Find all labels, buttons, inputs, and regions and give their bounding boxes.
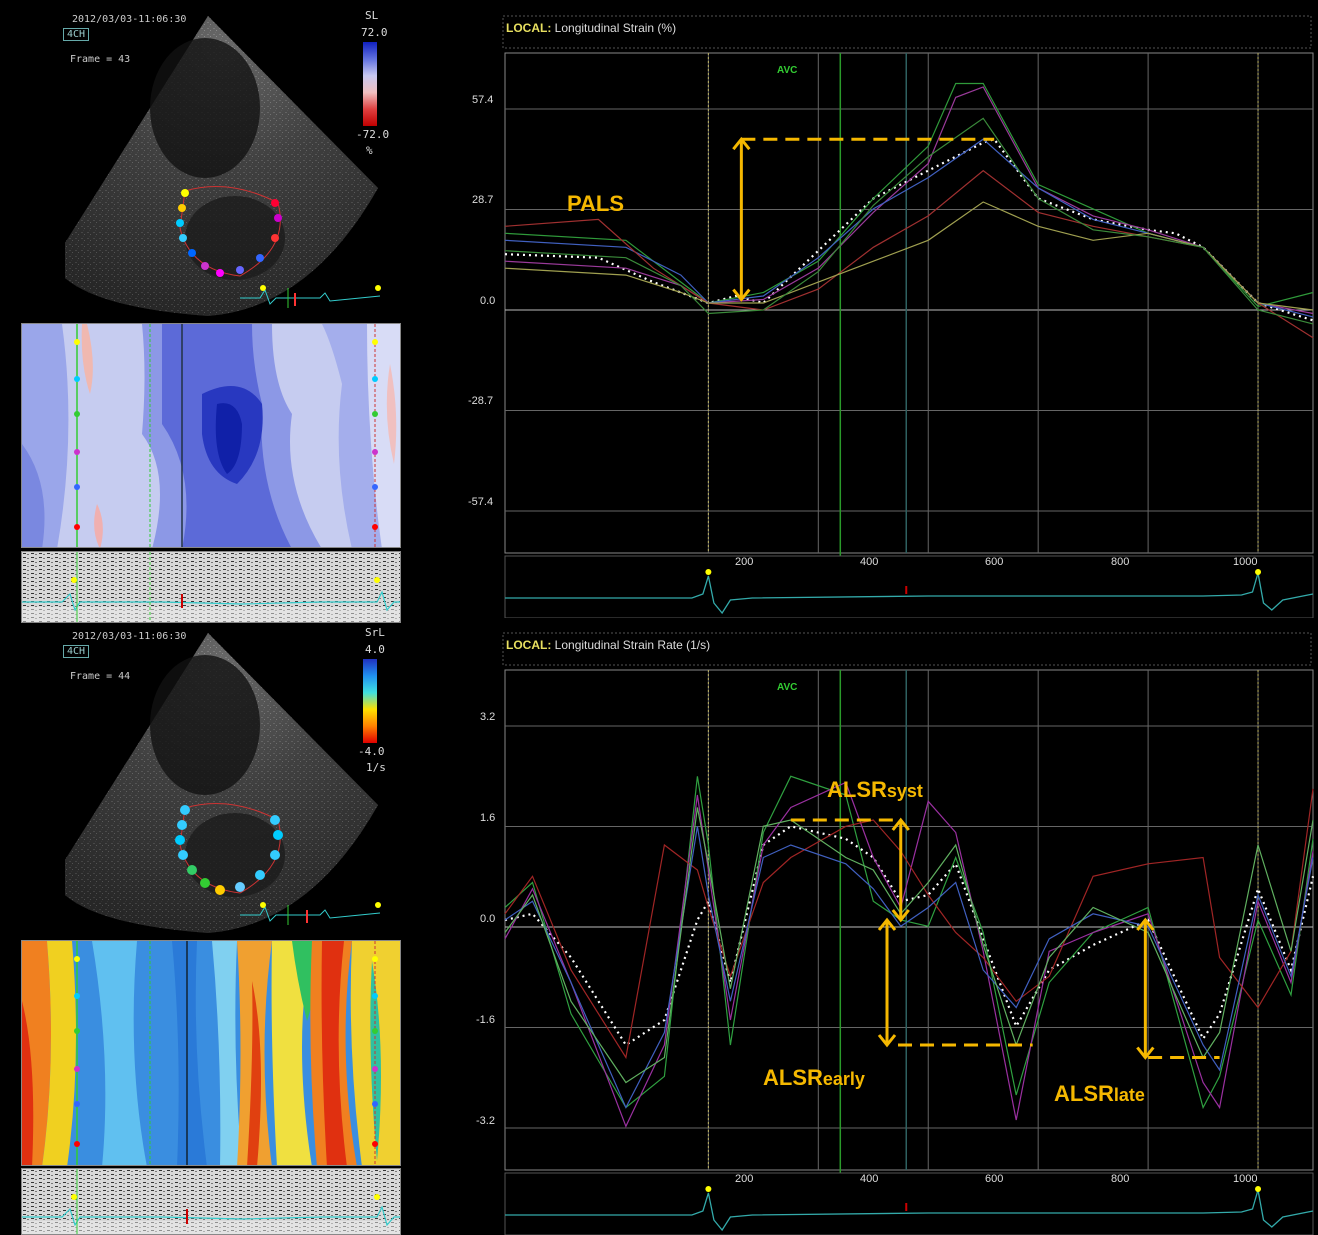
strain-ecg-frame bbox=[504, 555, 1314, 618]
strain-ecg-x-tick: 600 bbox=[985, 556, 1004, 568]
strain-rate-y-tick: 1.6 bbox=[480, 812, 496, 824]
strain-rate-header-frame bbox=[502, 632, 1312, 666]
strain-plot-frame bbox=[504, 52, 1314, 554]
top-colorbar-label: SL bbox=[365, 9, 379, 22]
strain-rate-chart bbox=[440, 625, 1318, 1235]
bottom-timestamp: 2012/03/03-11:06:30 bbox=[72, 631, 187, 642]
alsr-syst-arrow-head-a bbox=[891, 817, 910, 831]
strain-rate-ecg-x-tick: 1000 bbox=[1233, 1173, 1258, 1185]
strain-y-tick: 0.0 bbox=[480, 295, 496, 307]
top-echo-view: 2012/03/03-11:06:30 4CH Frame = 43 SL 72… bbox=[20, 8, 400, 318]
strain-series-line-5 bbox=[504, 201, 1314, 311]
strain-rate-ecg-x-tick: 600 bbox=[985, 1173, 1004, 1185]
alsr-early-label: ALSRearly bbox=[763, 1065, 865, 1090]
strain-ecg-x-tick: 200 bbox=[735, 556, 754, 568]
strain-rate-local-label: LOCAL: bbox=[506, 638, 552, 652]
strain-rate-graph-panel: LOCAL: Longitudinal Strain Rate (1/s) AV… bbox=[440, 625, 1318, 1235]
bottom-gray-mmode bbox=[21, 1168, 401, 1235]
top-tracking-dots bbox=[176, 189, 282, 277]
top-curved-mmode bbox=[21, 323, 401, 548]
top-view-badge: 4CH bbox=[63, 28, 90, 41]
strain-rate-series-line-4 bbox=[504, 826, 1314, 1109]
strain-avc-label: AVC bbox=[777, 65, 798, 76]
bottom-colorbar-unit: 1/s bbox=[366, 761, 386, 774]
bottom-colorbar-max: 4.0 bbox=[365, 643, 385, 656]
top-frame-counter: Frame = 43 bbox=[70, 54, 131, 65]
alsr-syst-label: ALSRsyst bbox=[827, 777, 923, 802]
strain-ecg-marker-start bbox=[705, 569, 712, 575]
strain-rate-ecg-x-tick: 200 bbox=[735, 1173, 754, 1185]
strain-ecg-trace bbox=[505, 572, 1314, 615]
strain-y-tick: 57.4 bbox=[472, 94, 494, 106]
strain-header-frame bbox=[502, 15, 1312, 49]
strain-rate-ecg-frame bbox=[504, 1172, 1314, 1235]
pals-arrow-head-a bbox=[732, 136, 751, 151]
bottom-echo-view: 2012/03/03-11:06:30 4CH Frame = 44 SrL 4… bbox=[20, 625, 400, 935]
top-colorbar-max: 72.0 bbox=[361, 26, 388, 39]
strain-graph-title: Longitudinal Strain (%) bbox=[554, 21, 677, 35]
strain-rate-graph-title: Longitudinal Strain Rate (1/s) bbox=[554, 638, 711, 652]
strain-rate-y-tick: 0.0 bbox=[480, 913, 496, 925]
strain-ecg-x-tick: 1000 bbox=[1233, 556, 1258, 568]
strain-ecg-marker-end bbox=[1255, 569, 1262, 575]
top-timestamp: 2012/03/03-11:06:30 bbox=[72, 14, 187, 25]
strain-rate-ecg-trace bbox=[505, 1189, 1314, 1232]
strain-rate-ecg-marker-end bbox=[1255, 1186, 1262, 1192]
strain-chart bbox=[440, 8, 1318, 618]
bottom-frame-counter: Frame = 44 bbox=[70, 671, 131, 682]
strain-local-label: LOCAL: bbox=[506, 21, 552, 35]
strain-rate-y-tick: -1.6 bbox=[476, 1014, 495, 1026]
bottom-curved-mmode bbox=[21, 940, 401, 1166]
strain-rate-y-tick: 3.2 bbox=[480, 711, 496, 723]
strain-graph-panel: LOCAL: Longitudinal Strain (%) AVC 57.4 … bbox=[440, 8, 1318, 618]
strain-rate-ecg-x-tick: 800 bbox=[1111, 1173, 1130, 1185]
strain-rate-background bbox=[440, 625, 1318, 1235]
strain-background bbox=[440, 8, 1318, 618]
strain-y-tick: 28.7 bbox=[472, 194, 494, 206]
top-gray-mmode bbox=[21, 551, 401, 623]
bottom-sector-image bbox=[65, 633, 381, 933]
strain-rate-y-tick: -3.2 bbox=[476, 1115, 495, 1127]
bottom-colorbar-label: SrL bbox=[365, 626, 385, 639]
bottom-tracking-dots bbox=[175, 805, 283, 895]
alsr-late-label: ALSRlate bbox=[1054, 1081, 1145, 1106]
strain-series-line-6 bbox=[504, 117, 1314, 325]
strain-ecg-x-tick: 400 bbox=[860, 556, 879, 568]
pals-arrow-head-b bbox=[732, 288, 751, 302]
bottom-colorbar-min: -4.0 bbox=[358, 745, 385, 758]
top-sector-image bbox=[65, 16, 381, 316]
strain-rate-graph-title-row: LOCAL: Longitudinal Strain Rate (1/s) bbox=[506, 638, 710, 652]
top-colorbar-unit: % bbox=[366, 144, 373, 157]
strain-graph-title-row: LOCAL: Longitudinal Strain (%) bbox=[506, 21, 676, 35]
bottom-view-badge: 4CH bbox=[63, 645, 90, 658]
pals-label: PALS bbox=[567, 191, 625, 216]
alsr-early-arrow-head-b bbox=[877, 1034, 897, 1048]
strain-y-tick: -28.7 bbox=[468, 395, 494, 407]
strain-rate-avc-label: AVC bbox=[777, 682, 798, 693]
alsr-early-arrow-head-a bbox=[877, 917, 897, 931]
strain-y-tick: -57.4 bbox=[468, 496, 494, 508]
alsr-late-arrow-head-a bbox=[1136, 917, 1155, 931]
top-colorbar bbox=[363, 42, 377, 126]
alsr-syst-arrow-head-b bbox=[891, 909, 910, 923]
strain-ecg-x-tick: 800 bbox=[1111, 556, 1130, 568]
top-colorbar-min: -72.0 bbox=[356, 128, 390, 141]
bottom-colorbar bbox=[363, 659, 377, 743]
strain-rate-ecg-marker-start bbox=[705, 1186, 712, 1192]
alsr-late-arrow-head-b bbox=[1136, 1046, 1155, 1060]
strain-rate-ecg-x-tick: 400 bbox=[860, 1173, 879, 1185]
